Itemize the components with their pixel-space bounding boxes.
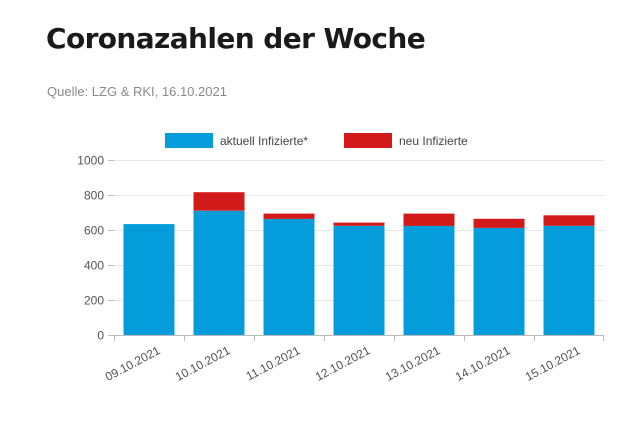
bar-neu-infizierte[interactable] xyxy=(473,218,525,228)
legend-item-neu[interactable]: neu Infizierte xyxy=(344,133,468,148)
legend-label-aktuell: aktuell Infizierte* xyxy=(220,134,308,148)
legend-swatch-aktuell xyxy=(165,133,213,148)
bar-aktuell-infizierte[interactable] xyxy=(543,225,595,335)
chart-source: Quelle: LZG & RKI, 16.10.2021 xyxy=(47,84,227,99)
bar-aktuell-infizierte[interactable] xyxy=(123,224,175,335)
legend: aktuell Infizierte* neu Infizierte xyxy=(165,133,468,148)
chart-title: Coronazahlen der Woche xyxy=(46,22,426,55)
bar-aktuell-infizierte[interactable] xyxy=(193,210,245,336)
y-tick-labels: 0 200 400 600 800 1000 xyxy=(77,154,114,343)
y-tick-label: 1000 xyxy=(77,154,104,168)
y-tick-label: 0 xyxy=(97,329,104,343)
x-tick-label: 10.10.2021 xyxy=(173,343,233,384)
bar-neu-infizierte[interactable] xyxy=(193,192,245,211)
bar-neu-infizierte[interactable] xyxy=(403,213,455,226)
bar-aktuell-infizierte[interactable] xyxy=(403,225,455,335)
y-tick-label: 600 xyxy=(84,224,104,238)
y-tick-label: 200 xyxy=(84,294,104,308)
x-tick-label: 14.10.2021 xyxy=(453,343,513,384)
bar-aktuell-infizierte[interactable] xyxy=(263,218,315,335)
legend-swatch-neu xyxy=(344,133,392,148)
x-tick-label: 09.10.2021 xyxy=(103,343,163,384)
bar-aktuell-infizierte[interactable] xyxy=(473,227,525,335)
x-tick-label: 15.10.2021 xyxy=(523,343,583,384)
x-tick-label: 13.10.2021 xyxy=(383,343,443,384)
legend-item-aktuell[interactable]: aktuell Infizierte* xyxy=(165,133,308,148)
y-tick-label: 800 xyxy=(84,189,104,203)
bars xyxy=(123,192,595,336)
bar-neu-infizierte[interactable] xyxy=(543,215,595,226)
bar-neu-infizierte[interactable] xyxy=(333,222,385,226)
x-tick-label: 12.10.2021 xyxy=(313,343,373,384)
bar-neu-infizierte[interactable] xyxy=(263,213,315,219)
bar-aktuell-infizierte[interactable] xyxy=(333,225,385,335)
legend-label-neu: neu Infizierte xyxy=(399,134,468,148)
x-tick-label: 11.10.2021 xyxy=(244,343,303,383)
x-tick-labels: 09.10.2021 10.10.2021 11.10.2021 12.10.2021… xyxy=(103,335,604,384)
y-tick-label: 400 xyxy=(84,259,104,273)
